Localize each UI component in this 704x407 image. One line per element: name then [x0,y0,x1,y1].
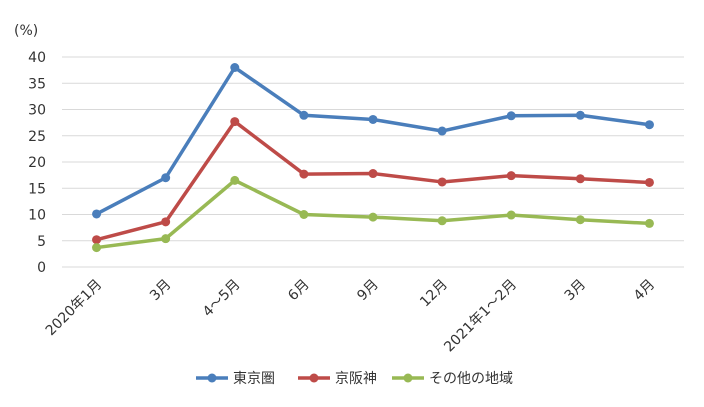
data-point [368,212,378,222]
x-tick-label: 2021年1～2月 [441,277,520,356]
data-point [368,114,378,124]
legend-swatch-marker [207,373,217,383]
series-line [96,119,650,242]
data-point [161,173,171,183]
data-point [575,110,585,120]
legend-label: その他の地域 [429,371,513,387]
grid [62,56,684,268]
x-tick-label: 2020年1月 [43,277,106,340]
series-line [95,65,650,216]
y-tick-label: 10 [28,208,46,224]
legend-label: 東京圏 [233,371,275,387]
x-tick-label: 9月 [354,277,382,305]
data-point [161,217,171,227]
y-axis-label: (%) [14,23,38,39]
series-group [92,63,654,253]
y-tick-label: 30 [28,103,46,119]
x-tick-label: 4月 [631,277,659,305]
x-tick-label: 4～5月 [200,277,244,321]
y-tick-label: 0 [37,260,46,276]
x-tick-label: 12月 [417,277,451,311]
data-point [92,209,102,219]
data-point [437,177,447,187]
y-tick-label: 40 [28,50,46,66]
legend-label: 京阪神 [335,371,377,387]
y-tick-label: 35 [28,76,46,92]
y-tick-label: 15 [28,181,46,197]
data-point [299,210,309,219]
data-point [644,120,654,130]
x-tick-label: 3月 [562,277,590,305]
y-axis: 0 5 10 15 20 25 30 35 40 [28,50,46,276]
data-point [230,63,240,72]
data-point [644,218,654,228]
data-point [575,174,585,184]
data-point [230,175,240,185]
x-tick-label: 3月 [147,277,175,305]
data-point [161,234,171,244]
data-point [644,177,654,187]
data-point [299,110,309,120]
data-point [506,210,516,220]
legend: 東京圏 京阪神 その他の地域 [196,371,513,387]
data-point [368,169,378,179]
data-point [575,215,585,225]
data-point [506,111,516,121]
data-point [437,126,447,136]
legend-swatch-marker [403,373,413,383]
x-tick-label: 6月 [285,277,313,305]
y-tick-label: 5 [37,234,46,250]
data-point [437,216,447,226]
data-point [92,243,102,253]
data-point [92,235,102,245]
data-point [299,169,309,179]
legend-swatch-marker [309,373,319,383]
data-point [506,171,516,181]
y-tick-label: 25 [28,129,46,145]
data-point [230,117,240,127]
y-tick-label: 20 [28,155,46,171]
